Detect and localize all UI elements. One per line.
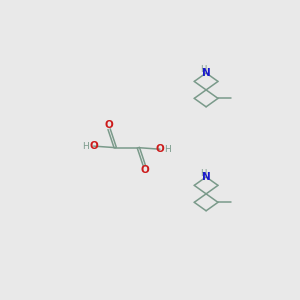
Text: H: H [201, 169, 207, 178]
Text: H: H [82, 142, 89, 151]
Text: H: H [201, 65, 207, 74]
Text: N: N [202, 172, 211, 182]
Text: O: O [105, 120, 113, 130]
Text: O: O [140, 165, 149, 175]
Text: N: N [202, 68, 211, 78]
Text: O: O [89, 141, 98, 151]
Text: H: H [164, 145, 171, 154]
Text: O: O [155, 144, 164, 154]
